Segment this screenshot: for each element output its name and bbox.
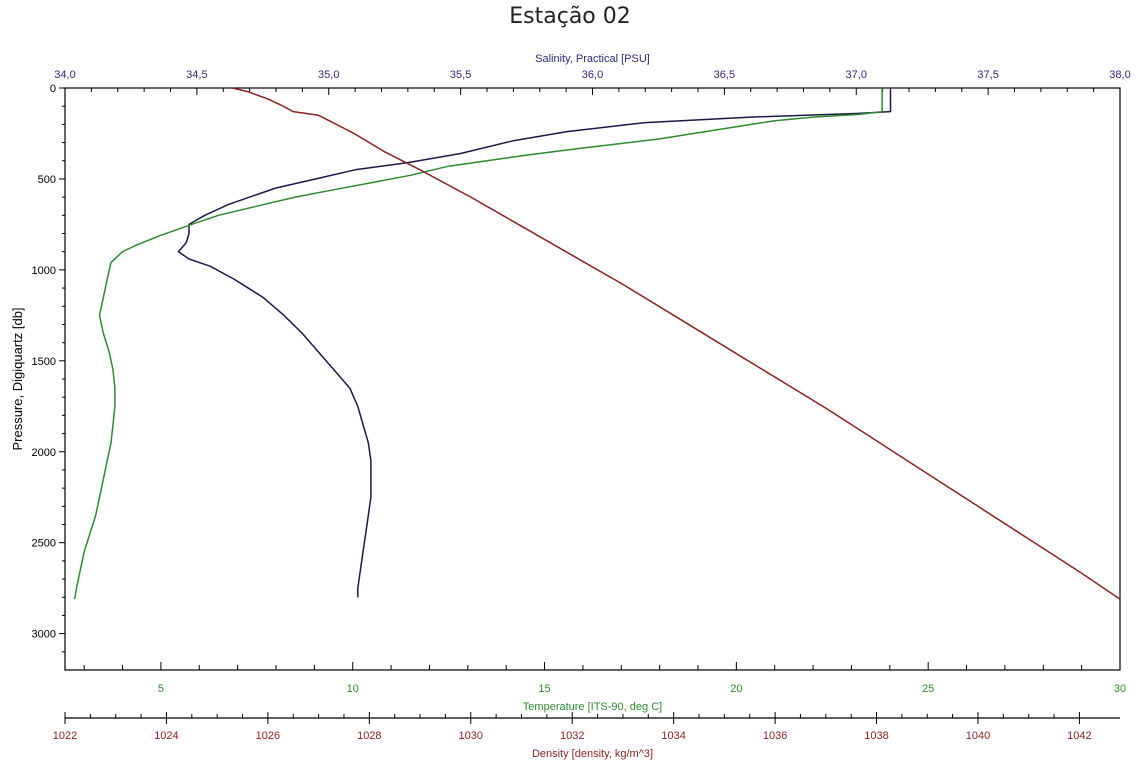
temperature-tick-label: 5 [158, 683, 164, 695]
salinity-tick-label: 38,0 [1109, 69, 1130, 81]
salinity-tick-label: 36,0 [582, 69, 603, 81]
salinity-tick-label: 34,0 [54, 69, 75, 81]
density-profile-line [232, 87, 1121, 600]
salinity-tick-label: 34,5 [186, 69, 207, 81]
salinity-tick-label: 37,5 [977, 69, 998, 81]
y-tick-label: 2500 [32, 538, 56, 550]
plot-frame [64, 87, 1121, 671]
chart-title: Estação 02 [509, 4, 631, 29]
temperature-profile-line [73, 88, 883, 600]
density-tick-label: 1034 [661, 730, 685, 742]
salinity-profile-line [177, 88, 892, 598]
y-tick-label: 500 [38, 174, 56, 186]
temperature-tick-label: 15 [538, 683, 550, 695]
temperature-tick-label: 30 [1114, 683, 1126, 695]
density-axis-label: Density [density, kg/m^3] [532, 748, 653, 760]
series-layer [73, 87, 1121, 600]
density-tick-label: 1024 [154, 730, 178, 742]
temperature-tick-label: 20 [730, 683, 742, 695]
salinity-tick-label: 35,0 [318, 69, 339, 81]
density-tick-label: 1032 [560, 730, 584, 742]
density-tick-label: 1042 [1067, 730, 1091, 742]
density-tick-label: 1026 [256, 730, 280, 742]
temperature-tick-label: 10 [347, 683, 359, 695]
density-tick-label: 1028 [357, 730, 381, 742]
labels-layer: 0 500 1000 1500 2000 2500 3000 Pressure, Digiqu… [10, 53, 1131, 760]
density-tick-label: 1038 [864, 730, 888, 742]
y-tick-label: 3000 [32, 629, 56, 641]
temperature-axis-label: Temperature [ITS-90, deg C] [523, 701, 662, 713]
salinity-tick-label: 36,5 [714, 69, 735, 81]
salinity-axis-label: Salinity, Practical [PSU] [535, 53, 650, 65]
density-tick-label: 1022 [53, 730, 77, 742]
y-tick-label: 2000 [32, 447, 56, 459]
density-tick-label: 1040 [966, 730, 990, 742]
density-tick-label: 1030 [459, 730, 483, 742]
y-tick-label: 0 [50, 83, 56, 95]
y-axis-label: Pressure, Digiquartz [db] [10, 307, 25, 450]
salinity-tick-label: 37,0 [846, 69, 867, 81]
axes-layer [59, 87, 1121, 724]
temperature-tick-label: 25 [922, 683, 934, 695]
salinity-tick-label: 35,5 [450, 69, 471, 81]
y-tick-label: 1500 [32, 356, 56, 368]
y-tick-label: 1000 [32, 265, 56, 277]
density-tick-label: 1036 [763, 730, 787, 742]
